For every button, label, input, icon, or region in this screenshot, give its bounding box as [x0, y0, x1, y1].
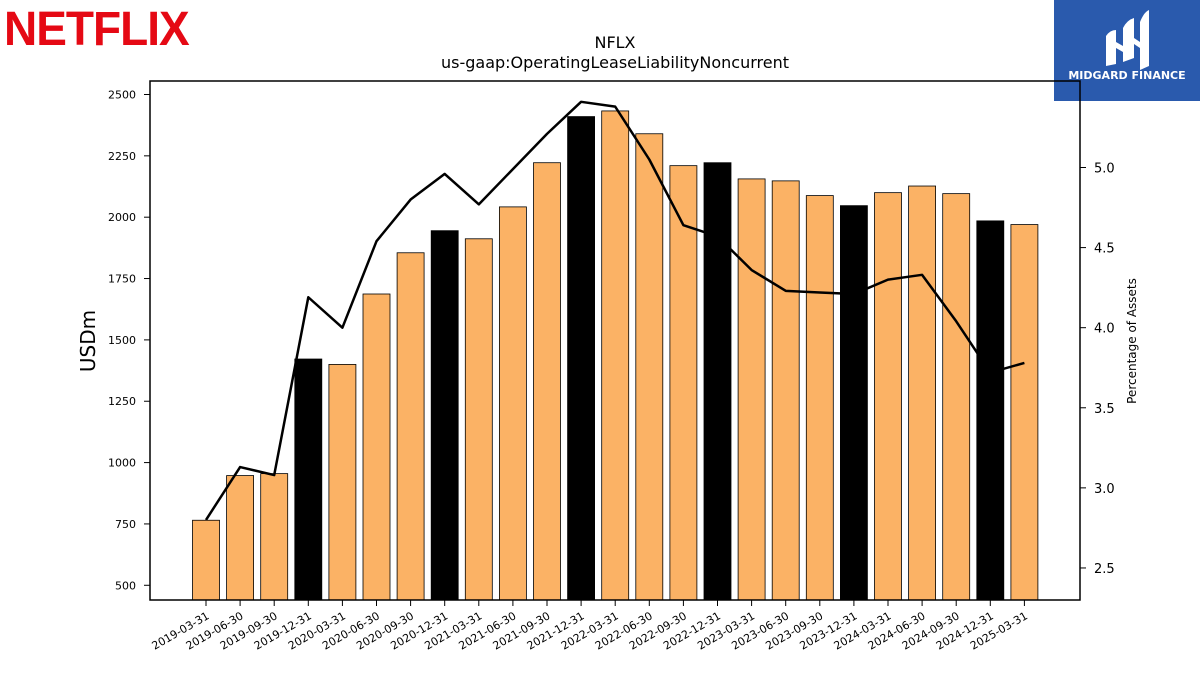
netflix-logo: NETFLIX [4, 1, 190, 56]
y-tick-label: 2500 [108, 88, 136, 101]
bar-2025-03-31 [1010, 224, 1039, 601]
bar-group [192, 110, 1039, 601]
bar-2021-09-30 [533, 162, 561, 601]
y2-tick-label: 4.0 [1094, 322, 1115, 337]
y-tick-label: 2000 [108, 211, 136, 224]
bar-2021-12-31 [567, 116, 595, 601]
y-axis-label: USDm [76, 310, 100, 372]
bar-2019-12-31 [294, 358, 323, 601]
chart-title: NFLX [594, 33, 635, 52]
bar-2022-06-30 [635, 133, 664, 601]
bar-2022-03-31 [601, 110, 630, 601]
bar-2019-09-30 [260, 473, 289, 601]
bar-2023-12-31 [840, 205, 868, 601]
bar-2024-03-31 [874, 192, 902, 601]
y-tick-label: 1000 [108, 457, 136, 470]
bar-2022-12-31 [703, 162, 732, 601]
bar-2020-06-30 [362, 293, 391, 601]
y2-tick-label: 3.0 [1094, 482, 1115, 497]
bar-2024-12-31 [976, 220, 1005, 601]
midgard-emblem-icon [1106, 10, 1149, 70]
bar-2020-12-31 [430, 230, 459, 601]
bar-2020-03-31 [328, 364, 357, 601]
y-tick-label: 1750 [108, 273, 136, 286]
x-axis: 2019-03-312019-06-302019-09-302019-12-31… [150, 600, 1030, 653]
bar-2020-09-30 [396, 252, 425, 601]
bar-2023-03-31 [737, 178, 766, 601]
y2-tick-label: 3.5 [1094, 402, 1115, 417]
y-tick-label: 750 [115, 518, 136, 531]
bar-2023-09-30 [805, 195, 834, 601]
bar-2024-06-30 [908, 185, 936, 601]
bar-2019-06-30 [226, 475, 255, 601]
y-tick-label: 500 [115, 579, 136, 592]
bar-2019-03-31 [192, 519, 220, 601]
chart-subtitle: us-gaap:OperatingLeaseLiabilityNoncurren… [441, 53, 789, 72]
bar-2024-09-30 [942, 193, 971, 601]
bar-2022-09-30 [669, 165, 698, 601]
y2-tick-label: 2.5 [1094, 562, 1115, 577]
midgard-finance-logo: MIDGARD FINANCE [1054, 0, 1200, 101]
percentage-line [204, 100, 1025, 521]
publisher-name: MIDGARD FINANCE [1068, 69, 1186, 82]
y-tick-label: 2250 [108, 150, 136, 163]
line-group [204, 100, 1025, 521]
y-tick-label: 1250 [108, 395, 136, 408]
right-axis: 2.5 3.0 3.5 4.0 4.5 5.0 [1080, 162, 1115, 577]
y2-tick-label: 4.5 [1094, 242, 1115, 257]
y-tick-label: 1500 [108, 334, 136, 347]
y2-axis-label: Percentage of Assets [1125, 278, 1139, 404]
bar-2023-06-30 [771, 180, 800, 601]
y2-tick-label: 5.0 [1094, 162, 1115, 177]
bar-2021-06-30 [498, 206, 527, 601]
left-axis: 500 750 1000 1250 1500 1750 2000 2250 2500 [108, 88, 150, 592]
bar-2021-03-31 [464, 238, 493, 601]
